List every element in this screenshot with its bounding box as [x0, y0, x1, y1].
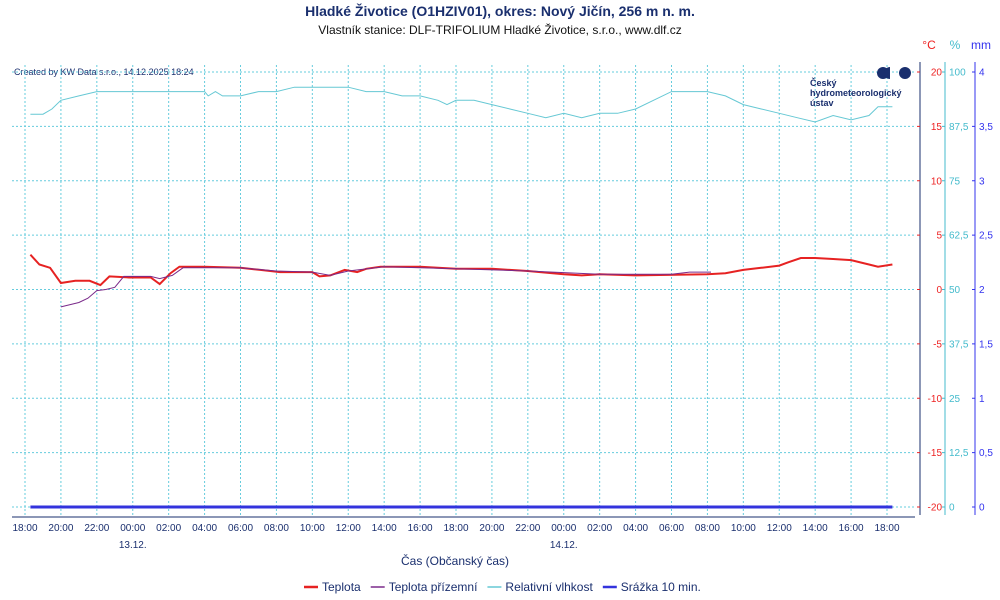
y-tick-label: 100 — [949, 68, 966, 79]
series-line-relativn-vlhkost — [30, 86, 893, 123]
legend-label: Srážka 10 min. — [621, 580, 701, 594]
x-tick-label: 00:00 — [551, 523, 576, 534]
y-tick-label: 87,5 — [949, 122, 969, 133]
chart-title: Hladké Životice (O1HZIV01), okres: Nový … — [305, 2, 695, 19]
chart-subtitle: Vlastník stanice: DLF-TRIFOLIUM Hladké Ž… — [318, 22, 681, 37]
x-tick-label: 14:00 — [803, 523, 828, 534]
y-tick-label: 37,5 — [949, 339, 969, 350]
y-tick-label: 1 — [979, 394, 985, 405]
y-tick-label: 4 — [979, 68, 985, 79]
x-tick-label: 16:00 — [839, 523, 864, 534]
y-tick-label: 0 — [949, 503, 955, 514]
x-tick-label: 06:00 — [659, 523, 684, 534]
x-tick-label: 20:00 — [48, 523, 73, 534]
logo-text-3: ústav — [810, 98, 834, 108]
y-tick-label: -20 — [928, 503, 943, 514]
x-tick-label: 22:00 — [84, 523, 109, 534]
grid — [12, 65, 915, 515]
y-tick-label: -5 — [933, 339, 942, 350]
date-label: 13.12. — [119, 540, 147, 551]
y-tick-label: 5 — [936, 231, 942, 242]
legend-label: Relativní vlhkost — [505, 580, 593, 594]
series-lines — [29, 86, 893, 509]
x-axis-label: Čas (Občanský čas) — [401, 553, 509, 568]
y-tick-label: 1,5 — [979, 339, 993, 350]
x-tick-label: 12:00 — [336, 523, 361, 534]
x-tick-label: 04:00 — [623, 523, 648, 534]
x-tick-label: 18:00 — [12, 523, 37, 534]
x-tick-label: 22:00 — [515, 523, 540, 534]
y-tick-label: 15 — [931, 122, 943, 133]
y-tick-label: -10 — [928, 394, 943, 405]
y-tick-label: 2,5 — [979, 231, 993, 242]
x-tick-label: 04:00 — [192, 523, 217, 534]
credit-text: Created by KW Data s.r.o., 14.12.2025 18… — [14, 67, 194, 77]
y-tick-label: -15 — [928, 448, 943, 459]
axes: 18:00 20:00 22:00 00:00 02:00 04:00 06:00 08:00… — [12, 38, 993, 551]
x-tick-label: 18:00 — [443, 523, 468, 534]
x-tick-label: 14:00 — [372, 523, 397, 534]
x-tick-label: 02:00 — [156, 523, 181, 534]
y-tick-label: 12,5 — [949, 448, 969, 459]
series-line-teplota — [29, 254, 893, 287]
y-axis-unit: °C — [922, 38, 936, 52]
y-tick-label: 0 — [936, 285, 942, 296]
legend-label: Teplota — [322, 580, 361, 594]
series-line-teplota-p-zemn- — [60, 266, 711, 308]
x-tick-label: 02:00 — [587, 523, 612, 534]
legend-label: Teplota přízemní — [389, 580, 478, 594]
x-tick-label: 18:00 — [874, 523, 899, 534]
y-tick-label: 62,5 — [949, 231, 969, 242]
y-tick-label: 0,5 — [979, 448, 993, 459]
logo-text-1: Český — [810, 77, 837, 88]
y-tick-label: 0 — [979, 503, 985, 514]
y-tick-label: 75 — [949, 176, 961, 187]
y-tick-label: 3 — [979, 176, 985, 187]
y-axis-unit: mm — [971, 38, 991, 52]
y-tick-label: 2 — [979, 285, 985, 296]
x-tick-label: 16:00 — [408, 523, 433, 534]
x-tick-label: 10:00 — [731, 523, 756, 534]
y-tick-label: 3,5 — [979, 122, 993, 133]
legend: Teplota Teplota přízemní Relativní vlhkost… — [304, 580, 701, 594]
y-tick-label: 25 — [949, 394, 961, 405]
x-tick-label: 08:00 — [695, 523, 720, 534]
y-tick-label: 20 — [931, 68, 943, 79]
logo-text-2: hydrometeorologický — [810, 88, 902, 98]
x-tick-label: 10:00 — [300, 523, 325, 534]
x-tick-label: 00:00 — [120, 523, 145, 534]
x-tick-label: 12:00 — [767, 523, 792, 534]
y-tick-label: 10 — [931, 176, 943, 187]
chmi-logo: Český hydrometeorologický ústav — [810, 67, 911, 108]
y-tick-label: 50 — [949, 285, 961, 296]
x-tick-label: 20:00 — [479, 523, 504, 534]
date-label: 14.12. — [550, 540, 578, 551]
x-tick-label: 08:00 — [264, 523, 289, 534]
y-axis-unit: % — [950, 38, 961, 52]
x-tick-label: 06:00 — [228, 523, 253, 534]
